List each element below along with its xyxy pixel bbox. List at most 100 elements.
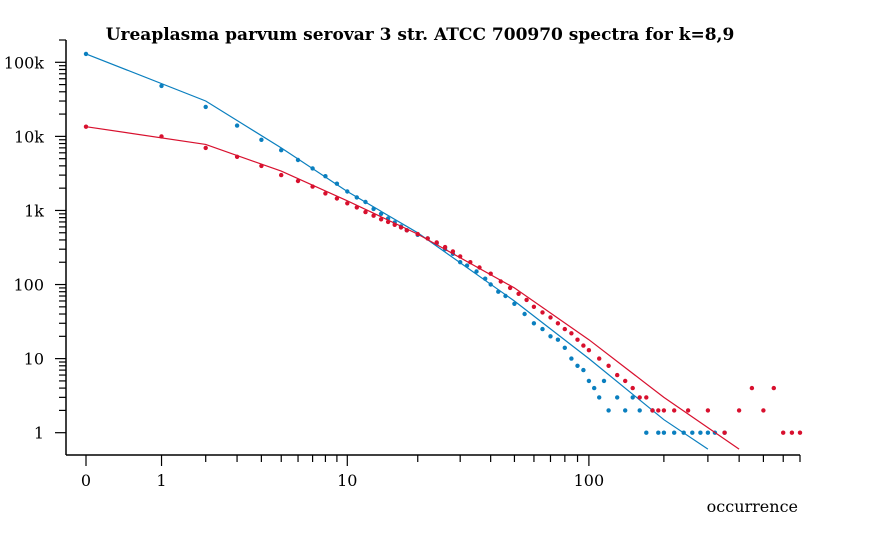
series-1-point [672, 430, 677, 435]
chart-title: Ureaplasma parvum serovar 3 str. ATCC 70… [106, 25, 735, 45]
series-1-point [705, 430, 711, 435]
x-tick-label: 1 [156, 471, 166, 490]
series-2-point [310, 184, 315, 189]
series-2-point [345, 201, 350, 206]
series-2-point [615, 372, 620, 378]
series-2-point [797, 430, 803, 435]
series-2-point [323, 191, 328, 196]
series-2-point [644, 395, 649, 400]
series-1-point [555, 337, 561, 342]
series-2-point [736, 408, 742, 413]
series-1-point [458, 260, 463, 265]
series-1-point [623, 408, 628, 413]
y-tick-label: 100k [4, 53, 45, 72]
series-1-point [512, 301, 517, 306]
series-2-point [434, 240, 439, 245]
series-2-point [597, 356, 602, 361]
series-2-point [392, 222, 397, 227]
series-2-point [425, 236, 430, 241]
x-axis-title: occurrence [707, 497, 798, 516]
series-2-point [334, 196, 340, 201]
series-2-point [507, 285, 513, 291]
series-1-point [548, 334, 553, 339]
series-1-point [503, 293, 508, 299]
series-2-point [458, 254, 463, 259]
series-2-point [450, 249, 456, 254]
series-2-point [295, 178, 301, 184]
y-tick-label: 10 [24, 350, 44, 369]
series-2-point [488, 271, 493, 276]
series-1-point [575, 363, 580, 368]
series-2-point [259, 163, 264, 169]
series-1-point [586, 378, 592, 384]
series-2-point [159, 134, 164, 139]
series-2-point [498, 279, 503, 284]
series-1-point [601, 378, 607, 384]
series-2-point [398, 225, 404, 230]
series-2-point [404, 228, 409, 233]
series-2-point [354, 205, 359, 210]
series-1-point [295, 157, 301, 163]
series-1 [83, 51, 727, 450]
series-1-point [656, 430, 661, 435]
series-2-point [575, 337, 580, 342]
series-1-point [592, 385, 597, 391]
series-2-point [650, 408, 655, 413]
series-1-point [83, 51, 89, 57]
series-1-point [378, 211, 384, 216]
series-1-point [371, 206, 376, 212]
series-1-point [681, 430, 686, 435]
series-2-point [581, 343, 586, 348]
series-2-point [722, 430, 727, 435]
series-2-point [371, 213, 376, 218]
series-2-point [468, 260, 473, 265]
series-2-point [672, 408, 677, 413]
series-1-point [203, 104, 208, 110]
series-2-point [524, 297, 529, 303]
series-1-point [522, 311, 527, 317]
x-tick-label: 10 [337, 471, 357, 490]
series-1-point [354, 195, 359, 200]
series-2 [83, 124, 803, 450]
series-1-point [597, 395, 602, 400]
series-1-point [630, 395, 635, 400]
series-1-point [159, 83, 164, 89]
series-1-point [259, 137, 264, 142]
series-2-point [656, 408, 661, 413]
x-tick-label: 100 [574, 471, 605, 490]
series-1-point [279, 148, 284, 153]
series-1-point [496, 289, 501, 294]
series-2-point [442, 244, 448, 250]
y-tick-label: 100 [13, 276, 44, 295]
series-2-point [623, 378, 628, 384]
series-layer [83, 51, 803, 450]
series-2-point [555, 321, 561, 326]
series-2-point [203, 145, 208, 151]
series-2-point [234, 154, 240, 159]
series-1-point [690, 430, 695, 435]
series-1-point [483, 276, 488, 281]
series-2-point [548, 315, 553, 320]
series-2-point [606, 363, 611, 368]
y-tick-label: 1 [34, 424, 44, 443]
series-2-point [586, 348, 592, 353]
series-2-point [685, 408, 691, 413]
series-2-point [705, 408, 711, 413]
series-2-point [637, 395, 642, 400]
series-2-point [781, 430, 786, 435]
series-2-point [661, 408, 667, 413]
series-2-point [761, 408, 766, 413]
series-1-point [310, 166, 315, 171]
series-1-point [540, 326, 545, 332]
series-2-point [279, 172, 284, 178]
y-tick-label: 10k [14, 127, 44, 146]
series-2-point [749, 385, 755, 391]
series-1-point [606, 408, 611, 413]
series-2-point [477, 265, 482, 270]
series-1-point [531, 321, 537, 326]
series-1-point [234, 123, 240, 128]
series-2-point [531, 304, 537, 309]
series-1-point [562, 345, 567, 350]
series-1-point [474, 269, 479, 274]
